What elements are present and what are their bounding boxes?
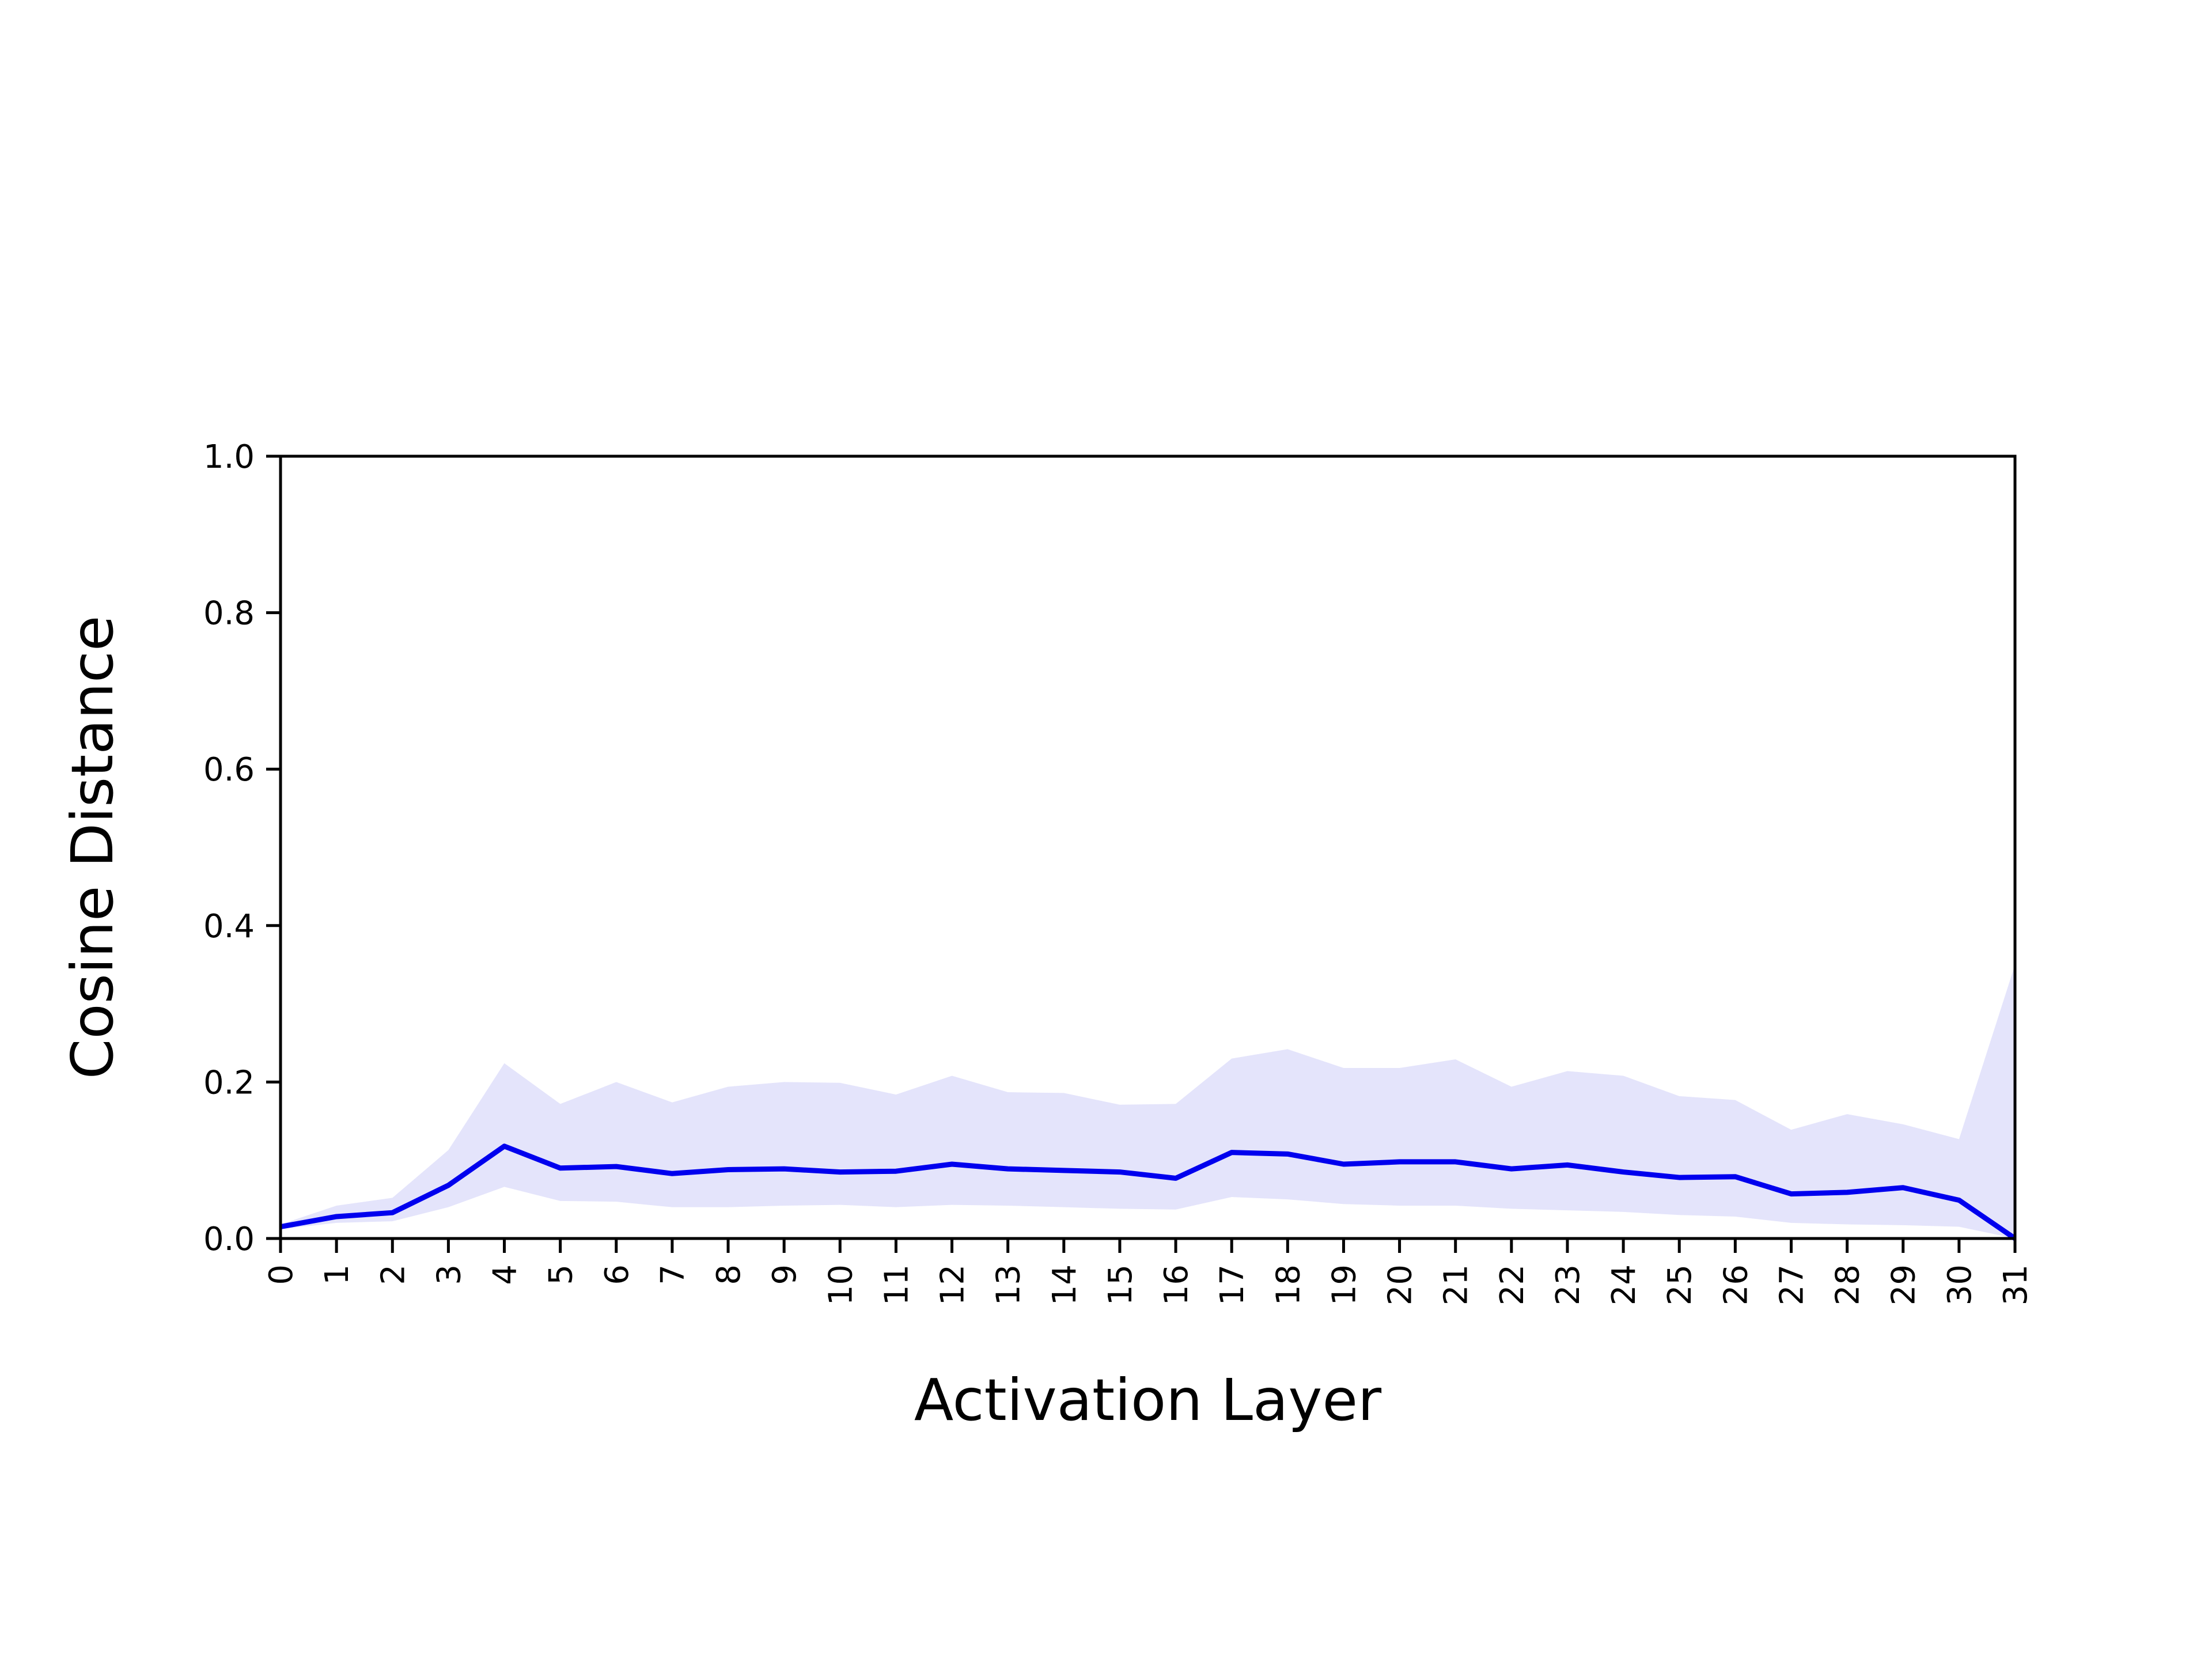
x-tick-label: 23 xyxy=(1550,1264,1587,1305)
x-axis-title: Activation Layer xyxy=(914,1366,1382,1434)
y-axis-title: Cosine Distance xyxy=(59,616,126,1080)
x-tick-label: 5 xyxy=(543,1264,580,1285)
x-tick-label: 7 xyxy=(654,1264,692,1285)
x-tick-label: 21 xyxy=(1438,1264,1475,1305)
y-tick-label: 0.2 xyxy=(203,1064,255,1101)
x-tick-label: 0 xyxy=(263,1264,300,1285)
x-tick-label: 20 xyxy=(1382,1264,1419,1305)
x-tick-label: 17 xyxy=(1214,1264,1251,1305)
x-tick-label: 28 xyxy=(1830,1264,1867,1305)
x-tick-label: 8 xyxy=(710,1264,748,1285)
confidence-band xyxy=(281,964,2015,1238)
x-tick-label: 30 xyxy=(1941,1264,1979,1305)
plot-frame xyxy=(279,454,2017,1240)
x-tick-label: 11 xyxy=(878,1264,915,1305)
x-tick-label: 31 xyxy=(1997,1264,2035,1305)
y-axis-ticks: 0.0 0.2 0.4 0.6 0.8 1.0 xyxy=(203,438,281,1258)
x-tick-label: 12 xyxy=(934,1264,972,1305)
x-tick-label: 1 xyxy=(319,1264,356,1285)
y-tick-label: 0.4 xyxy=(203,908,255,945)
x-tick-label: 19 xyxy=(1325,1264,1363,1305)
y-tick-label: 0.6 xyxy=(203,751,255,789)
y-tick-label: 0.8 xyxy=(203,595,255,632)
x-tick-label: 18 xyxy=(1270,1264,1307,1305)
x-tick-label: 26 xyxy=(1717,1264,1755,1305)
x-tick-label: 14 xyxy=(1046,1264,1084,1305)
x-tick-label: 24 xyxy=(1605,1264,1643,1305)
x-axis-ticks: 0 1 2 3 4 5 6 7 8 9 10 11 12 13 14 15 16 17 18 19 20 21 22 23 24… xyxy=(263,1238,2035,1305)
x-tick-label: 13 xyxy=(990,1264,1028,1305)
x-tick-label: 6 xyxy=(599,1264,636,1285)
mean-line-layer xyxy=(280,1143,2017,1241)
x-tick-label: 29 xyxy=(1885,1264,1923,1305)
x-tick-label: 22 xyxy=(1494,1264,1531,1305)
mean-line xyxy=(280,1143,2017,1241)
x-tick-label: 16 xyxy=(1158,1264,1195,1305)
y-tick-label: 1.0 xyxy=(203,438,255,476)
confidence-band-layer xyxy=(281,964,2015,1238)
x-tick-label: 3 xyxy=(430,1264,468,1285)
x-tick-label: 10 xyxy=(822,1264,859,1305)
x-tick-label: 25 xyxy=(1661,1264,1699,1305)
x-tick-label: 9 xyxy=(766,1264,804,1285)
y-tick-label: 0.0 xyxy=(203,1221,255,1258)
x-tick-label: 2 xyxy=(374,1264,412,1285)
x-tick-label: 27 xyxy=(1773,1264,1810,1305)
x-tick-label: 4 xyxy=(487,1264,524,1285)
x-tick-label: 15 xyxy=(1102,1264,1139,1305)
